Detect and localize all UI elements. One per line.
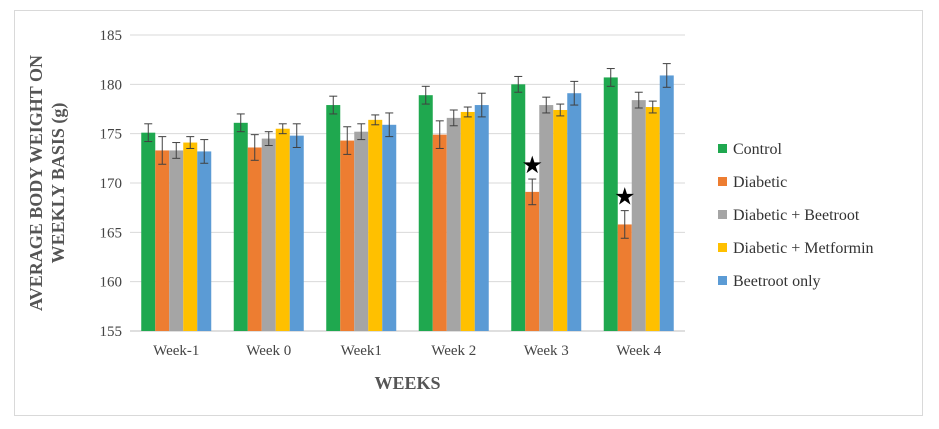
- legend: Control Diabetic Diabetic + Beetroot Diabet…: [718, 141, 874, 290]
- bar: [567, 93, 582, 331]
- error-bars: [144, 63, 671, 239]
- x-tick-label: Week 4: [616, 343, 662, 359]
- bar: [603, 77, 618, 331]
- bar: [169, 150, 184, 331]
- bar: [183, 142, 198, 331]
- bar: [289, 135, 304, 331]
- significance-star: ★: [521, 151, 543, 179]
- significance-markers: ★★: [521, 151, 635, 211]
- x-tick-label: Week-1: [153, 343, 199, 359]
- bar: [631, 100, 646, 332]
- bar: [418, 95, 433, 331]
- x-tick-label: Week1: [341, 343, 382, 359]
- legend-swatch: [718, 276, 727, 285]
- bar: [511, 84, 526, 331]
- bar: [197, 151, 212, 331]
- significance-star: ★: [614, 183, 636, 211]
- bars: [141, 75, 674, 332]
- y-tick-label: 180: [100, 77, 123, 93]
- y-tick-label: 165: [100, 225, 123, 241]
- legend-swatch: [718, 177, 727, 186]
- bar: [368, 119, 383, 331]
- legend-label: Beetroot only: [733, 273, 821, 290]
- bar: [446, 117, 461, 331]
- y-axis-title-line: WEEKLY BASIS (g): [48, 103, 69, 264]
- bar: [553, 109, 568, 331]
- bar: [340, 140, 355, 331]
- legend-label: Diabetic + Metformin: [733, 240, 874, 257]
- bar: [539, 105, 554, 331]
- legend-label: Control: [733, 141, 782, 158]
- legend-swatch: [718, 144, 727, 153]
- bar: [155, 150, 170, 331]
- y-tick-label: 155: [100, 324, 123, 340]
- bar: [659, 75, 674, 331]
- legend-swatch: [718, 243, 727, 252]
- y-tick-label: 160: [100, 275, 123, 291]
- x-axis-title: WEEKS: [374, 373, 440, 393]
- bar: [326, 105, 341, 331]
- bar: [474, 105, 489, 331]
- bar: [645, 107, 660, 331]
- x-tick-label: Week 3: [524, 343, 569, 359]
- bar: [617, 224, 632, 331]
- y-axis-ticks: 155 160 165 170 175 180 185: [100, 28, 123, 340]
- legend-label: Diabetic: [733, 174, 787, 191]
- y-tick-label: 175: [100, 127, 123, 143]
- legend-swatch: [718, 210, 727, 219]
- bar: [275, 128, 290, 331]
- bar: [460, 111, 475, 332]
- bar: [247, 147, 262, 331]
- bar: [233, 122, 248, 332]
- y-tick-label: 185: [100, 28, 123, 44]
- y-axis-title: AVERAGE BODY WEIGHT ON WEEKLY BASIS (g): [26, 55, 69, 311]
- bar: [382, 124, 397, 331]
- bar: [141, 132, 156, 331]
- bar: [432, 134, 447, 331]
- gridlines: [130, 34, 685, 332]
- bar: [525, 191, 540, 331]
- legend-label: Diabetic + Beetroot: [733, 207, 860, 224]
- x-tick-label: Week 2: [431, 343, 476, 359]
- y-tick-label: 170: [100, 176, 123, 192]
- bar: [261, 138, 276, 331]
- x-tick-label: Week 0: [246, 343, 291, 359]
- y-axis-title-line: AVERAGE BODY WEIGHT ON: [26, 55, 46, 311]
- bar: [354, 131, 369, 331]
- x-axis-ticks: Week-1 Week 0 Week1 Week 2 Week 3 Week 4: [153, 343, 662, 359]
